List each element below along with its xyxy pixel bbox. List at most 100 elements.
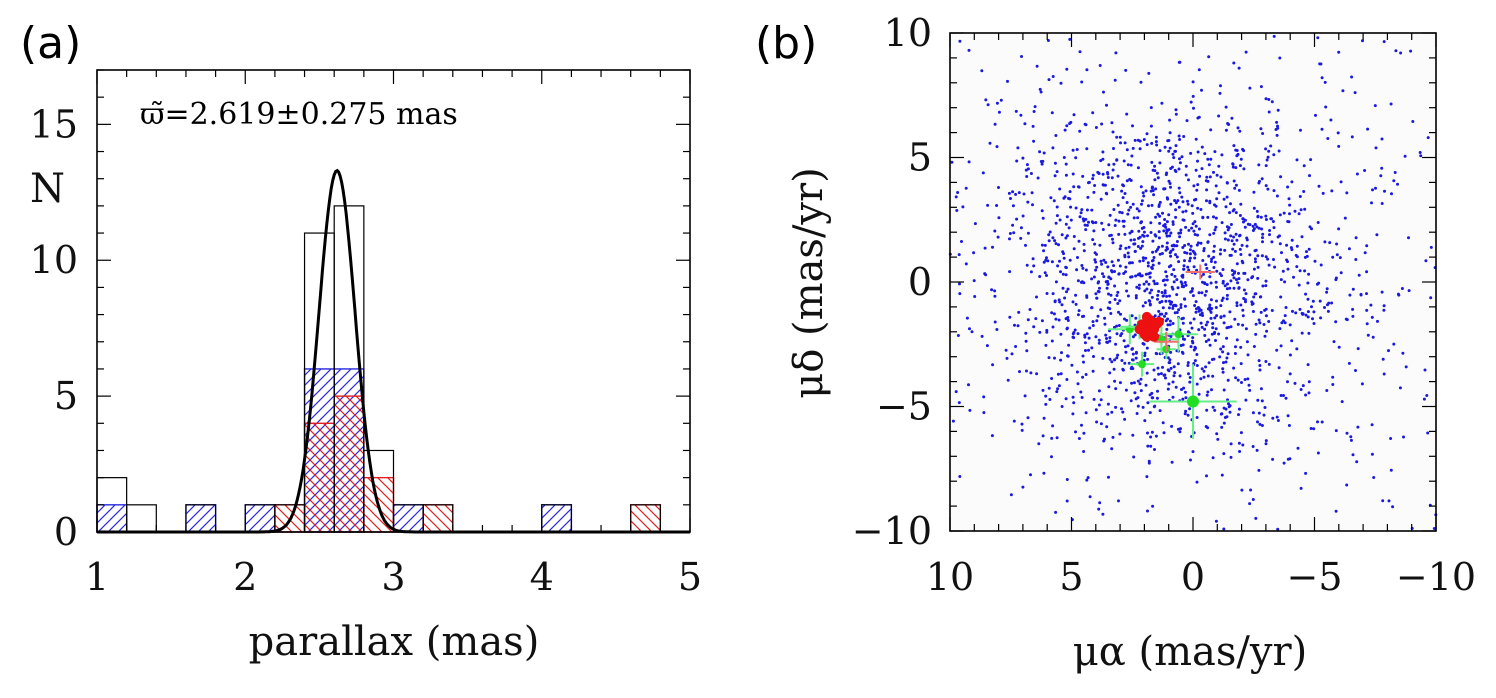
field-star-point [1200,367,1204,371]
field-star-point [1248,86,1252,90]
field-star-point [1181,397,1185,401]
field-star-point [997,110,1001,114]
field-star-point [1029,473,1032,477]
field-star-point [1326,137,1330,140]
field-star-point [1168,358,1172,362]
field-star-point [1246,353,1250,357]
field-star-point [1251,445,1255,448]
field-star-point [1259,295,1263,299]
field-star-point [1222,406,1226,410]
field-star-point [1191,450,1195,454]
field-star-point [986,203,990,207]
field-star-point [1225,356,1229,360]
field-star-point [1183,297,1186,301]
field-star-point [1226,238,1230,242]
field-star-point [1084,228,1088,232]
field-star-point [1110,410,1114,414]
field-star-point [1118,135,1122,139]
field-star-point [1432,527,1436,530]
field-star-point [1238,164,1242,168]
field-star-point [1134,294,1138,298]
field-star-point [1336,131,1340,135]
field-star-point [1186,361,1190,365]
field-star-point [1238,234,1241,238]
field-star-point [1154,135,1158,139]
field-star-point [1226,378,1230,382]
field-star-point [1242,288,1246,292]
field-star-point [1111,237,1114,241]
field-star-point [1097,338,1101,342]
field-star-point [1097,403,1101,407]
field-star-point [1106,306,1110,310]
field-star-point [1334,509,1338,513]
field-star-point [1131,124,1134,128]
field-star-point [1060,405,1064,408]
field-star-point [1106,171,1109,174]
field-star-point [1164,376,1167,380]
field-star-point [1143,419,1147,423]
field-star-point [1424,259,1428,263]
field-star-point [1123,141,1127,145]
field-star-point [1057,318,1061,322]
field-star-point [1218,252,1222,256]
field-star-point [1208,303,1212,307]
field-star-point [1092,275,1096,279]
field-star-point [1158,214,1162,218]
field-star-point [1153,282,1157,286]
field-star-point [1052,199,1056,203]
field-star-point [1067,226,1071,230]
field-star-point [1300,331,1304,335]
field-star-point [1017,191,1021,195]
field-star-point [1182,264,1186,268]
field-star-point [1295,265,1299,269]
field-star-point [1370,201,1373,205]
field-star-point [1223,237,1227,241]
field-star-point [1064,273,1068,277]
field-star-point [1269,144,1273,148]
field-star-point [1278,56,1282,60]
field-star-point [1098,501,1102,505]
field-star-point [1316,221,1320,224]
field-star-point [1204,323,1208,327]
field-star-point [1128,261,1132,265]
field-star-point [1256,214,1260,218]
field-star-point [1237,413,1240,417]
field-star-point [1210,358,1214,361]
field-star-point [1261,236,1264,240]
field-star-point [1241,308,1245,312]
field-star-point [1116,302,1120,305]
field-star-point [1136,245,1140,248]
field-star-point [1167,306,1171,310]
field-star-point [1264,184,1268,188]
field-star-point [1140,274,1144,278]
field-star-point [1144,189,1148,193]
field-star-point [1202,247,1206,250]
field-star-point [1139,246,1143,250]
field-star-point [1170,165,1174,169]
field-star-point [1082,281,1086,285]
field-star-point [1381,357,1385,361]
field-star-point [1155,143,1159,147]
field-star-point [1345,483,1349,487]
field-star-point [1102,183,1106,187]
field-star-point [1154,215,1158,219]
field-star-point [1206,426,1210,430]
field-star-point [1222,314,1226,318]
field-star-point [1171,152,1175,156]
field-star-point [1168,361,1172,365]
field-star-point [1113,298,1117,301]
field-star-point [1062,156,1066,159]
field-star-point [1134,356,1138,360]
field-star-point [1025,163,1029,167]
field-star-point [1077,309,1081,313]
field-star-point [1051,424,1055,428]
field-star-point [1150,295,1154,299]
field-star-point [1205,393,1209,397]
field-star-point [1076,256,1079,259]
field-star-point [1077,437,1081,440]
field-star-point [1108,300,1112,304]
field-star-point [1116,174,1120,178]
field-star-point [1095,319,1099,323]
field-star-point [1288,212,1291,216]
field-star-point [1160,291,1164,294]
